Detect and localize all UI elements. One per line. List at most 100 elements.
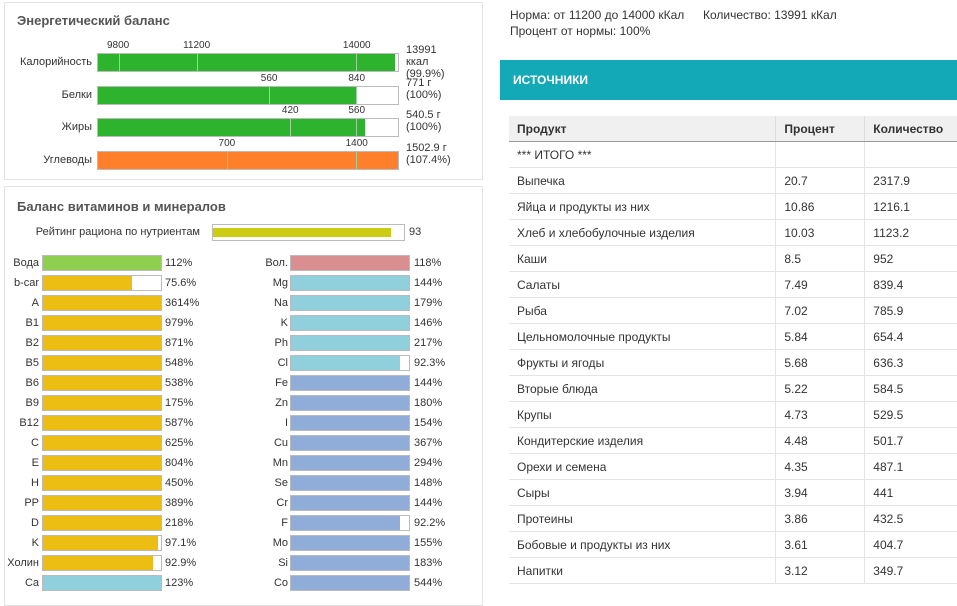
nutrient-percent: 587% bbox=[165, 417, 194, 429]
nutrient-bar bbox=[42, 515, 162, 531]
quantity-cell: 1216.1 bbox=[864, 193, 957, 220]
nutrient-percent: 871% bbox=[165, 337, 194, 349]
nutrient-bar bbox=[42, 415, 162, 431]
nutrient-bar bbox=[290, 455, 410, 471]
nutrient-bar-fill bbox=[43, 576, 161, 590]
nutrient-bar-fill bbox=[291, 336, 409, 350]
sources-row[interactable]: Фрукты и ягоды 5.68 636.3 bbox=[509, 349, 957, 376]
energy-row-label: Калорийность bbox=[19, 56, 92, 68]
column-product[interactable]: Продукт bbox=[509, 116, 776, 142]
nutrient-percent: 144% bbox=[414, 277, 443, 289]
nutrient-percent: 92.9% bbox=[165, 557, 197, 569]
sources-row[interactable]: Салаты 7.49 839.4 bbox=[509, 271, 957, 298]
nutrient-bar bbox=[42, 435, 162, 451]
product-cell: Орехи и семена bbox=[509, 453, 776, 480]
sources-row[interactable]: Кондитерские изделия 4.48 501.7 bbox=[509, 427, 957, 454]
nutrient-percent: 144% bbox=[414, 497, 443, 509]
energy-tick-line bbox=[227, 152, 228, 169]
sources-row[interactable]: Яйца и продукты из них 10.86 1216.1 bbox=[509, 193, 957, 220]
nutrient-label: K bbox=[31, 537, 39, 549]
sources-row[interactable]: Каши 8.5 952 bbox=[509, 245, 957, 272]
nutrient-percent: 175% bbox=[165, 397, 194, 409]
energy-value: (107.4%) bbox=[406, 154, 451, 166]
sources-row[interactable]: Вторые блюда 5.22 584.5 bbox=[509, 375, 957, 402]
nutrient-bar-fill bbox=[43, 556, 153, 570]
sources-row[interactable]: Крупы 4.73 529.5 bbox=[509, 401, 957, 428]
nutrient-bar-fill bbox=[291, 576, 409, 590]
sources-row[interactable]: Цельномолочные продукты 5.84 654.4 bbox=[509, 323, 957, 350]
nutrient-percent: 3614% bbox=[165, 297, 200, 309]
nutrient-label: B1 bbox=[25, 317, 39, 329]
nutrient-label: Cr bbox=[276, 497, 288, 509]
nutrient-label: D bbox=[31, 517, 39, 529]
quantity-cell: 785.9 bbox=[864, 297, 957, 324]
nutrient-label: C bbox=[31, 437, 39, 449]
percent-cell: 4.35 bbox=[775, 453, 865, 480]
product-cell: Рыба bbox=[509, 297, 776, 324]
percent-cell: 5.68 bbox=[775, 349, 865, 376]
energy-balance-title: Энергетический баланс bbox=[17, 13, 170, 28]
nutrient-bar-fill bbox=[43, 376, 161, 390]
nutrient-bar-fill bbox=[43, 496, 161, 510]
nutrient-percent: 97.1% bbox=[165, 537, 197, 549]
nutrient-bar-fill bbox=[43, 276, 133, 290]
nutrient-bar bbox=[42, 575, 162, 591]
nutrient-percent: 544% bbox=[414, 577, 443, 589]
energy-tick-line bbox=[356, 54, 357, 71]
nutrient-bar bbox=[290, 295, 410, 311]
nutrient-bar bbox=[42, 395, 162, 411]
quantity-cell: 584.5 bbox=[864, 375, 957, 402]
sources-row[interactable]: Бобовые и продукты из них 3.61 404.7 bbox=[509, 531, 957, 558]
sources-row[interactable]: Рыба 7.02 785.9 bbox=[509, 297, 957, 324]
nutrient-bar bbox=[290, 535, 410, 551]
sources-row[interactable]: Протеины 3.86 432.5 bbox=[509, 505, 957, 532]
sources-row[interactable]: Орехи и семена 4.35 487.1 bbox=[509, 453, 957, 480]
column-percent[interactable]: Процент bbox=[775, 116, 865, 142]
rating-value: 93 bbox=[409, 226, 422, 238]
sources-row[interactable]: Выпечка 20.7 2317.9 bbox=[509, 167, 957, 194]
nutrient-bar-fill bbox=[291, 396, 409, 410]
rating-bar bbox=[212, 224, 405, 241]
nutrient-bar-fill bbox=[43, 336, 161, 350]
nutrient-bar-fill bbox=[291, 536, 409, 550]
nutrient-percent: 538% bbox=[165, 377, 194, 389]
nutrient-label: B12 bbox=[19, 417, 39, 429]
column-quantity[interactable]: Количество bbox=[864, 116, 957, 142]
nutrient-percent: 367% bbox=[414, 437, 443, 449]
nutrient-bar-fill bbox=[291, 516, 400, 530]
energy-tick-line bbox=[197, 54, 198, 71]
product-cell: Фрукты и ягоды bbox=[509, 349, 776, 376]
energy-bar bbox=[97, 151, 399, 170]
energy-tick-label: 9800 bbox=[107, 40, 130, 51]
sources-row[interactable]: Хлеб и хлебобулочные изделия 10.03 1123.2 bbox=[509, 219, 957, 246]
nutrient-label: Mn bbox=[272, 457, 288, 469]
percent-cell: 20.7 bbox=[775, 167, 865, 194]
product-cell: Каши bbox=[509, 245, 776, 272]
energy-value: 13991 bbox=[406, 44, 437, 56]
nutrient-bar-fill bbox=[291, 356, 400, 370]
nutrient-bar bbox=[290, 355, 410, 371]
nutrient-percent: 154% bbox=[414, 417, 443, 429]
nutrient-bar bbox=[290, 275, 410, 291]
nutrient-percent: 155% bbox=[414, 537, 443, 549]
sources-row[interactable]: *** ИТОГО *** bbox=[509, 141, 957, 168]
energy-tick-label: 14000 bbox=[342, 40, 371, 51]
nutrient-percent: 625% bbox=[165, 437, 194, 449]
product-cell: *** ИТОГО *** bbox=[509, 141, 776, 168]
nutrient-bar bbox=[42, 375, 162, 391]
nutrient-bar-fill bbox=[291, 316, 409, 330]
nutrient-bar bbox=[42, 535, 162, 551]
nutrient-percent: 183% bbox=[414, 557, 443, 569]
energy-tick-line bbox=[290, 119, 291, 136]
nutrient-bar bbox=[290, 415, 410, 431]
nutrient-bar-fill bbox=[43, 536, 158, 550]
sources-row[interactable]: Сыры 3.94 441 bbox=[509, 479, 957, 506]
nutrient-bar bbox=[42, 455, 162, 471]
nutrient-percent: 804% bbox=[165, 457, 194, 469]
percent-cell: 5.22 bbox=[775, 375, 865, 402]
sources-row[interactable]: Напитки 3.12 349.7 bbox=[509, 557, 957, 584]
product-cell: Вторые блюда bbox=[509, 375, 776, 402]
nutrient-label: Ph bbox=[274, 337, 288, 349]
energy-row-label: Жиры bbox=[61, 121, 92, 133]
percent-cell: 4.48 bbox=[775, 427, 865, 454]
